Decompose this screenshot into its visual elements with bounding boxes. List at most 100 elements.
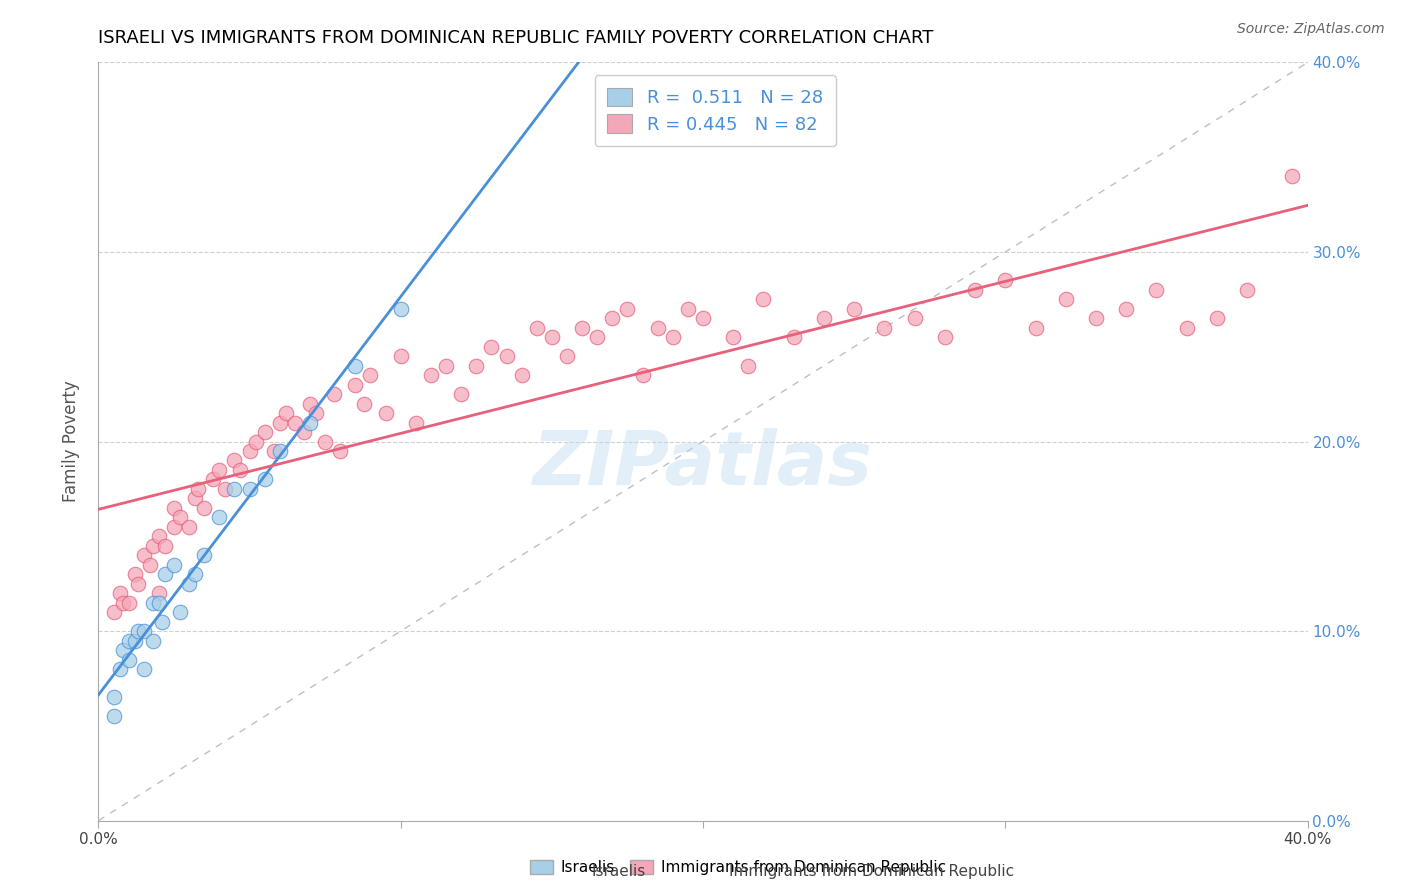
Point: [163, 500, 186, 515]
Point: [111, 596, 134, 610]
Legend: Israelis, Immigrants from Dominican Republic: Israelis, Immigrants from Dominican Repu…: [524, 854, 952, 881]
Point: [465, 359, 488, 373]
Point: [103, 709, 125, 723]
Point: [1175, 320, 1198, 334]
Point: [184, 567, 207, 582]
Point: [1206, 311, 1229, 326]
Point: [374, 406, 396, 420]
Point: [124, 633, 146, 648]
Point: [202, 473, 225, 487]
Point: [118, 633, 141, 648]
Point: [586, 330, 609, 344]
Point: [269, 444, 291, 458]
Point: [208, 463, 231, 477]
Point: [405, 416, 427, 430]
Point: [148, 596, 170, 610]
Point: [783, 330, 806, 344]
Point: [540, 330, 562, 344]
Point: [169, 605, 191, 619]
Point: [103, 605, 125, 619]
Point: [208, 510, 231, 524]
Point: [481, 340, 503, 354]
Point: [323, 387, 346, 401]
Point: [284, 416, 307, 430]
Point: [163, 558, 186, 572]
Point: [344, 359, 367, 373]
Text: Immigrants from Dominican Republic: Immigrants from Dominican Republic: [730, 863, 1014, 879]
Text: ZIPatlas: ZIPatlas: [533, 428, 873, 500]
Legend: R =  0.511   N = 28, R = 0.445   N = 82: R = 0.511 N = 28, R = 0.445 N = 82: [595, 75, 835, 146]
Point: [193, 500, 215, 515]
Point: [526, 320, 548, 334]
Point: [269, 416, 291, 430]
Point: [344, 377, 367, 392]
Point: [314, 434, 336, 449]
Point: [1236, 283, 1258, 297]
Point: [193, 548, 215, 563]
Point: [389, 301, 412, 316]
Point: [723, 330, 745, 344]
Point: [305, 406, 328, 420]
Point: [602, 311, 624, 326]
Point: [495, 349, 517, 363]
Point: [108, 662, 131, 676]
Point: [132, 624, 155, 639]
Point: [139, 558, 162, 572]
Point: [118, 596, 141, 610]
Point: [752, 293, 775, 307]
Point: [224, 453, 246, 467]
Point: [187, 482, 209, 496]
Point: [873, 320, 896, 334]
Point: [127, 576, 149, 591]
Point: [450, 387, 472, 401]
Point: [239, 444, 262, 458]
Point: [103, 690, 125, 705]
Point: [1024, 320, 1046, 334]
Point: [692, 311, 714, 326]
Point: [813, 311, 835, 326]
Point: [904, 311, 927, 326]
Point: [229, 463, 252, 477]
Point: [245, 434, 267, 449]
Point: [661, 330, 683, 344]
Point: [420, 368, 443, 383]
Text: Israelis: Israelis: [592, 863, 645, 879]
Point: [108, 586, 131, 600]
Point: [299, 396, 322, 410]
Point: [647, 320, 669, 334]
Point: [142, 539, 165, 553]
Y-axis label: Family Poverty: Family Poverty: [62, 381, 80, 502]
Point: [360, 368, 382, 383]
Point: [555, 349, 578, 363]
Point: [994, 273, 1017, 287]
Point: [844, 301, 866, 316]
Point: [253, 473, 276, 487]
Point: [510, 368, 533, 383]
Point: [965, 283, 987, 297]
Point: [737, 359, 759, 373]
Point: [329, 444, 352, 458]
Point: [118, 652, 141, 666]
Point: [184, 491, 207, 506]
Point: [571, 320, 593, 334]
Point: [169, 510, 191, 524]
Point: [1054, 293, 1077, 307]
Point: [1115, 301, 1137, 316]
Point: [389, 349, 412, 363]
Point: [148, 586, 170, 600]
Point: [299, 416, 322, 430]
Point: [132, 662, 155, 676]
Point: [127, 624, 149, 639]
Point: [142, 596, 165, 610]
Point: [132, 548, 155, 563]
Point: [274, 406, 297, 420]
Point: [263, 444, 285, 458]
Point: [253, 425, 276, 439]
Point: [111, 643, 134, 657]
Point: [1085, 311, 1108, 326]
Point: [224, 482, 246, 496]
Point: [1144, 283, 1167, 297]
Point: [239, 482, 262, 496]
Point: [676, 301, 699, 316]
Point: [179, 520, 201, 534]
